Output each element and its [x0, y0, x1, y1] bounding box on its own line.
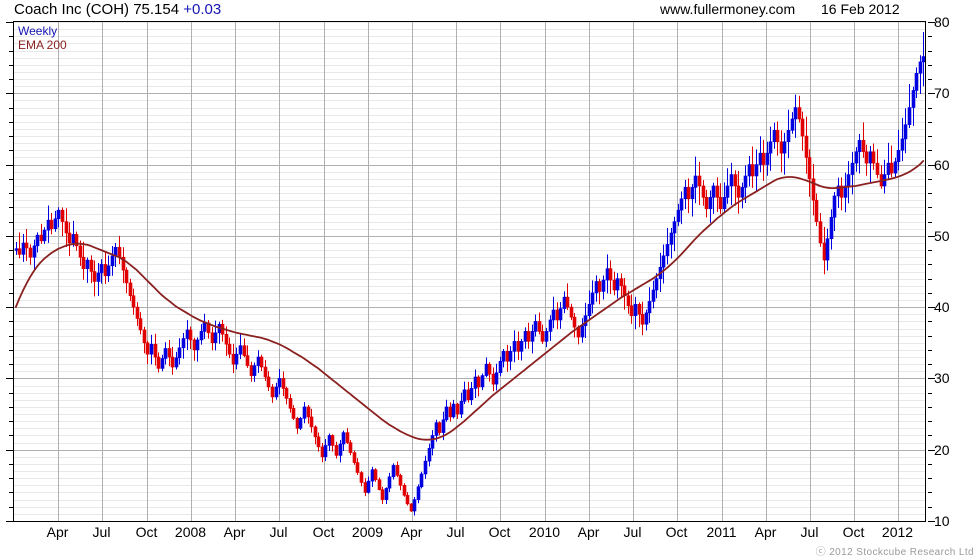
x-axis-label-2008: 2008: [174, 524, 207, 540]
x-axis-label-2011: 2011: [706, 524, 737, 540]
y-axis-label-50: 50: [934, 227, 950, 244]
copyright-notice: ⓒ 2012 Stockcube Research Ltd: [815, 547, 974, 558]
chart-header: Coach Inc (COH) 75.154 +0.03 www.fullerm…: [0, 0, 980, 21]
y-axis-label-10: 10: [934, 513, 950, 529]
ema-200-series: [14, 160, 925, 441]
y-axis-label-70: 70: [934, 85, 950, 102]
legend-item-ema200: EMA 200: [18, 38, 67, 52]
x-axis-label-oct: Oct: [312, 524, 335, 540]
y-axis-label-60: 60: [934, 156, 950, 173]
x-axis-label-jul: Jul: [800, 524, 819, 540]
y-axis-label-20: 20: [934, 441, 950, 458]
x-axis-label-oct: Oct: [488, 524, 511, 540]
chart-date: 16 Feb 2012: [821, 1, 900, 17]
x-axis-label-2010: 2010: [528, 524, 561, 540]
x-axis-label-apr: Apr: [223, 524, 246, 540]
instrument-title: Coach Inc (COH) 75.154: [14, 1, 180, 18]
header-meta: www.fullermoney.com 16 Feb 2012: [660, 1, 900, 17]
x-axis-label-jul: Jul: [446, 524, 465, 540]
candlestick-series: [14, 32, 925, 516]
x-axis-label-apr: Apr: [577, 524, 600, 540]
y-axis-label-30: 30: [934, 370, 950, 387]
y-axis-label-40: 40: [934, 299, 950, 316]
x-axis-label-jul: Jul: [92, 524, 111, 540]
x-axis-label-oct: Oct: [135, 524, 158, 540]
price-chart-plot: [13, 21, 926, 522]
legend-item-weekly: Weekly: [18, 24, 58, 38]
x-axis-label-apr: Apr: [46, 524, 69, 540]
price-change: +0.03: [183, 1, 222, 18]
candlestick-svg: [14, 22, 925, 521]
x-axis-label-jul: Jul: [623, 524, 642, 540]
y-axis: 10 20 30 40 50 60 70 80: [928, 14, 980, 529]
x-axis-label-jul: Jul: [269, 524, 288, 540]
vertical-gridlines: [58, 22, 899, 521]
website-label: www.fullermoney.com: [660, 1, 796, 17]
x-axis-label-oct: Oct: [842, 524, 865, 540]
chart-legend: Weekly EMA 200: [18, 24, 67, 52]
x-axis-label-apr: Apr: [754, 524, 777, 540]
left-axis-ticks: [6, 22, 13, 522]
minor-gridlines: [14, 22, 925, 515]
x-axis-label-apr: Apr: [400, 524, 423, 540]
y-axis-label-80: 80: [934, 14, 950, 30]
x-axis: Apr Jul Oct 2008 Apr Jul Oct 2009 Apr Jul Oct 2010 A…: [0, 524, 980, 546]
x-axis-label-2009: 2009: [351, 524, 384, 540]
y-axis-ticks: [928, 22, 935, 522]
x-axis-label-oct: Oct: [665, 524, 688, 540]
x-axis-label-2012: 2012: [881, 524, 914, 540]
instrument-quote: Coach Inc (COH) 75.154 +0.03: [14, 1, 221, 18]
major-gridlines: [14, 93, 925, 451]
